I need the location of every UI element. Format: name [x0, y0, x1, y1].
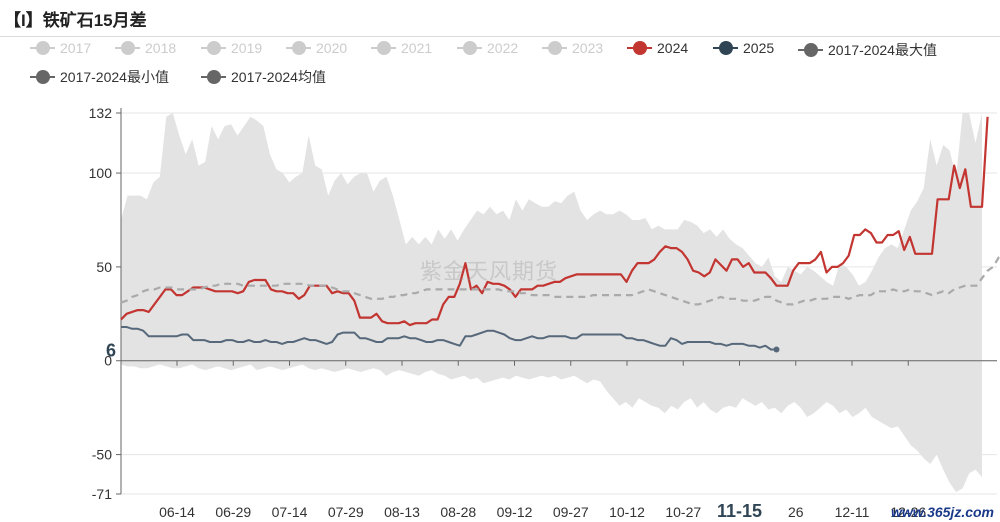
legend-symbol-icon: [713, 41, 738, 55]
corner-mark: www.365jz.com: [891, 504, 994, 520]
x-tick-label: 09-12: [497, 504, 533, 520]
legend-item-2022[interactable]: 2022: [457, 40, 518, 56]
series-line-2024: [120, 116, 989, 327]
legend-label: 2021: [401, 40, 433, 56]
legend-label: 2022: [487, 40, 519, 56]
legend-item-2017[interactable]: 2017: [30, 40, 91, 56]
legend-item-2023[interactable]: 2023: [542, 40, 603, 56]
legend-item-2019[interactable]: 2019: [201, 40, 262, 56]
last-value-label: 6: [106, 340, 116, 360]
x-tick-label: 12-26: [890, 504, 926, 520]
legend-label: 2017-2024最小值: [60, 69, 169, 85]
legend-item-2017-2024最小值[interactable]: 2017-2024最小值: [30, 67, 169, 87]
x-tick-label: 07-29: [328, 504, 364, 520]
band-max-min-area: [121, 113, 982, 493]
legend-label: 2019: [231, 40, 263, 56]
y-tick-label: -50: [92, 447, 112, 463]
y-tick-label: 132: [89, 105, 113, 121]
y-tick-label: 100: [89, 165, 113, 181]
legend-label: 2024: [657, 40, 689, 56]
legend-symbol-icon: [542, 41, 567, 55]
legend-symbol-icon: [201, 41, 226, 55]
header-bar: 【I】铁矿石15月差: [0, 0, 1000, 37]
legend-symbol-icon: [115, 41, 140, 55]
legend-label: 2017: [60, 40, 92, 56]
legend-symbol-icon: [201, 70, 226, 84]
legend-symbol-icon: [457, 41, 482, 55]
y-tick-label: 50: [96, 259, 112, 275]
series-endpoint-2025: [773, 346, 780, 353]
legend-label: 2017-2024最大值: [828, 42, 937, 58]
legend-item-2018[interactable]: 2018: [115, 40, 176, 56]
legend-symbol-icon: [30, 41, 55, 55]
y-tick-label: 0: [104, 353, 112, 369]
x-tick-label: 10-12: [609, 504, 645, 520]
series-line-2017-2024均值: [120, 255, 1000, 306]
legend-item-2021[interactable]: 2021: [371, 40, 432, 56]
x-tick-label-highlight: 11-15: [717, 501, 762, 521]
chart-title: 【I】铁矿石15月差: [4, 11, 147, 30]
x-tick-label: 06-14: [159, 504, 195, 520]
legend-symbol-icon: [371, 41, 396, 55]
x-tick-label: 12-11: [835, 504, 870, 520]
legend-item-2025[interactable]: 2025: [713, 40, 774, 56]
x-tick-label: 07-14: [272, 504, 308, 520]
legend-item-2024[interactable]: 2024: [627, 40, 688, 56]
series-line-2025: [121, 326, 777, 351]
x-tick-label: 08-13: [384, 504, 420, 520]
legend-symbol-icon: [30, 70, 55, 84]
x-tick-label: 09-27: [553, 504, 589, 520]
legend-label: 2020: [316, 40, 348, 56]
legend-item-2017-2024均值[interactable]: 2017-2024均值: [201, 67, 326, 87]
legend-symbol-icon: [627, 41, 652, 55]
legend-label: 2023: [572, 40, 604, 56]
watermark-text: 紫金天风期货: [420, 259, 559, 284]
legend-label: 2017-2024均值: [231, 69, 326, 85]
y-tick-label: -71: [92, 486, 112, 502]
x-tick-label: 10-27: [665, 504, 701, 520]
legend-symbol-icon: [286, 41, 311, 55]
legend-item-2020[interactable]: 2020: [286, 40, 347, 56]
x-tick-label: 06-29: [215, 504, 251, 520]
x-tick-label: 26: [788, 504, 804, 520]
legend-symbol-icon: [798, 43, 823, 57]
x-tick-label: 08-28: [440, 504, 476, 520]
legend-item-2017-2024最大值[interactable]: 2017-2024最大值: [798, 40, 937, 60]
legend-label: 2025: [743, 40, 775, 56]
legend-label: 2018: [145, 40, 177, 56]
